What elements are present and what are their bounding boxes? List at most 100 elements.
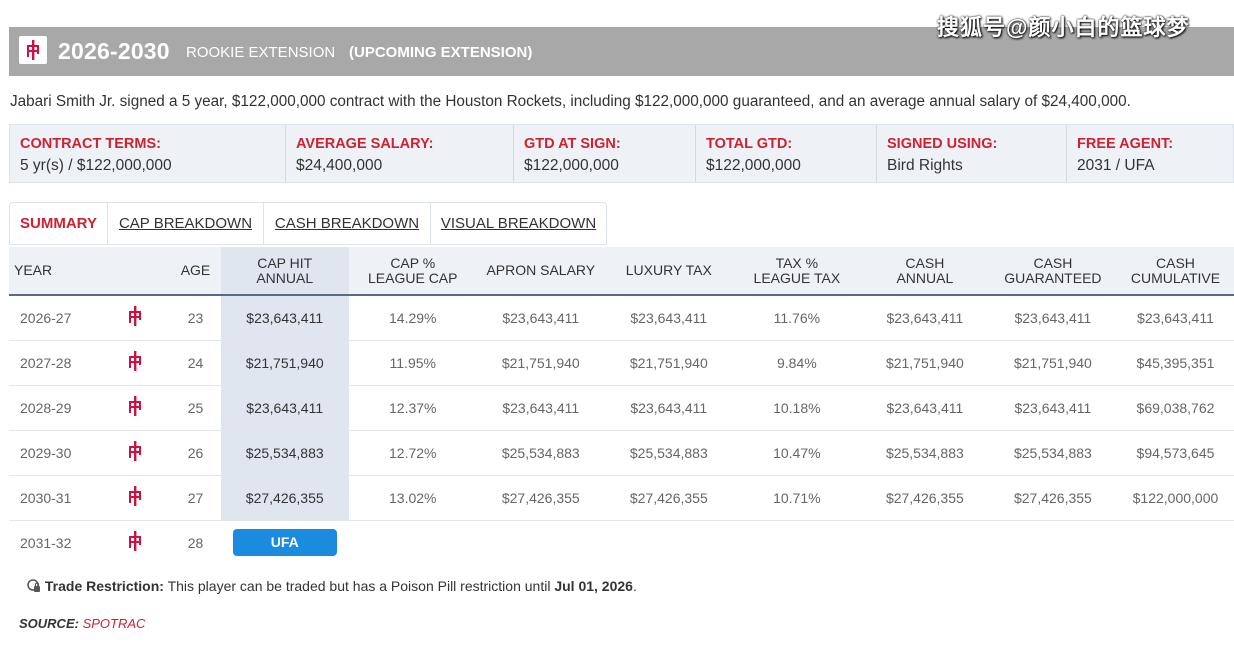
cell-empty (349, 520, 1234, 565)
term-free-agent: FREE AGENT: 2031 / UFA (1067, 125, 1233, 182)
source-label: SOURCE: (19, 616, 79, 631)
tab-cash-breakdown[interactable]: CASH BREAKDOWN (263, 202, 430, 245)
table-row: 2029-30 26 $25,534,883 12.72% $25,534,883 $25… (9, 430, 1234, 475)
cell-age: 24 (187, 354, 204, 371)
cell-cap-hit: $27,426,355 (220, 475, 349, 520)
table-header-row: YEAR AGE CAP HIT ANNUAL CAP % LEAGUE CAP A… (9, 247, 1234, 295)
cell-tax-pct: 9.84% (776, 354, 817, 371)
col-team (100, 247, 171, 295)
col-age: AGE (180, 262, 211, 278)
cell-lux: $23,643,411 (630, 309, 708, 326)
cell-year: 2028-29 (20, 399, 72, 416)
term-label: CONTRACT TERMS: (20, 136, 161, 152)
contract-years: 2026-2030 (58, 38, 170, 64)
cell-team (100, 475, 171, 520)
cell-cash-annual: $27,426,355 (885, 489, 964, 506)
cell-lux: $23,643,411 (630, 399, 708, 416)
col-cash-cumulative: CASH CUMULATIVE (1117, 247, 1234, 295)
cell-lux: $21,751,940 (629, 354, 708, 371)
col-label-line: LEAGUE TAX (753, 269, 841, 286)
tab-cap-breakdown[interactable]: CAP BREAKDOWN (107, 202, 263, 245)
table-row: 2026-27 23 $23,643,411 14.29% $23,643,411 $23… (9, 295, 1234, 340)
col-label-line: CASH (1033, 254, 1073, 271)
free-agent-row: 2031-32 28 UFA (9, 520, 1234, 565)
term-value: 5 yr(s) / $122,000,000 (20, 157, 172, 174)
term-label: GTD AT SIGN: (524, 136, 621, 152)
term-gtd-sign: GTD AT SIGN: $122,000,000 (514, 125, 696, 182)
breakdown-tabs: SUMMARY CAP BREAKDOWN CASH BREAKDOWN VIS… (9, 202, 607, 245)
cell-cap-pct: 12.37% (389, 399, 437, 416)
cell-cash-cum: $23,643,411 (1137, 309, 1214, 326)
restriction-end: . (632, 578, 637, 594)
rockets-logo-icon (19, 36, 47, 64)
cell-cash-gtd: $27,426,355 (1013, 489, 1092, 506)
cell-cap-pct: 14.29% (389, 309, 437, 326)
term-contract: CONTRACT TERMS: 5 yr(s) / $122,000,000 (10, 125, 286, 182)
col-cash-guaranteed: CASH GUARANTEED (989, 247, 1117, 295)
lock-icon (27, 579, 41, 596)
cell-tax-pct: 10.18% (773, 399, 821, 416)
source-link[interactable]: SPOTRAC (82, 616, 146, 631)
term-average: AVERAGE SALARY: $24,400,000 (286, 125, 514, 182)
ufa-badge[interactable]: UFA (232, 529, 337, 557)
cell-cap-hit: $23,643,411 (220, 295, 349, 340)
cell-cash-gtd: $25,534,883 (1013, 444, 1092, 461)
restriction-date: Jul 01, 2026 (554, 578, 633, 594)
term-label: AVERAGE SALARY: (296, 136, 434, 152)
col-cap-hit: CAP HIT ANNUAL (220, 247, 349, 295)
cell-age: 27 (187, 489, 204, 506)
cell-cash-gtd: $23,643,411 (1014, 399, 1092, 416)
cell-lux: $25,534,883 (629, 444, 708, 461)
cell-team (100, 295, 171, 340)
cell-year: 2029-30 (20, 444, 72, 461)
cell-apron: $23,643,411 (502, 309, 580, 326)
rockets-logo-icon (127, 396, 143, 419)
col-label-line: CASH (905, 254, 945, 271)
term-label: SIGNED USING: (887, 136, 998, 152)
col-tax-pct: TAX % LEAGUE TAX (733, 247, 861, 295)
tab-summary[interactable]: SUMMARY (9, 202, 107, 245)
cell-cash-annual: $25,534,883 (885, 444, 964, 461)
contract-table: YEAR AGE CAP HIT ANNUAL CAP % LEAGUE CAP A… (9, 247, 1234, 565)
col-cash-annual: CASH ANNUAL (861, 247, 989, 295)
cell-cap-hit: $25,534,883 (220, 430, 349, 475)
source-credit: SOURCE: SPOTRAC (19, 616, 145, 631)
cell-cash-annual: $23,643,411 (886, 309, 964, 326)
upcoming-label: (UPCOMING EXTENSION) (349, 44, 533, 61)
cell-cash-annual: $23,643,411 (886, 399, 964, 416)
cell-year: 2026-27 (20, 309, 72, 326)
term-value: $24,400,000 (296, 157, 383, 174)
term-signed-using: SIGNED USING: Bird Rights (877, 125, 1067, 182)
term-value: $122,000,000 (706, 157, 801, 174)
col-label-line: ANNUAL (896, 269, 954, 286)
tab-visual-breakdown[interactable]: VISUAL BREAKDOWN (430, 202, 607, 245)
cell-team (100, 340, 171, 385)
col-label-line: ANNUAL (256, 269, 314, 286)
cell-cash-cum: $69,038,762 (1136, 399, 1215, 416)
cell-year: 2027-28 (20, 354, 72, 371)
col-label-line: LEAGUE CAP (368, 269, 458, 286)
cell-team (100, 520, 171, 565)
rockets-logo-icon (127, 306, 143, 329)
cell-cash-cum: $45,395,351 (1136, 354, 1215, 371)
cell-cash-annual: $21,751,940 (885, 354, 964, 371)
cell-apron: $27,426,355 (501, 489, 580, 506)
cell-age: 28 (187, 534, 204, 551)
cell-team (100, 430, 171, 475)
cell-cash-cum: $94,573,645 (1136, 444, 1215, 461)
contract-description: Jabari Smith Jr. signed a 5 year, $122,0… (10, 93, 1131, 110)
term-value: $122,000,000 (524, 157, 619, 174)
term-value: 2031 / UFA (1077, 157, 1155, 174)
rockets-logo-icon (127, 531, 143, 554)
cell-apron: $23,643,411 (502, 399, 580, 416)
contract-header: 2026-2030 ROOKIE EXTENSION (UPCOMING EXT… (9, 27, 1234, 76)
cell-cash-gtd: $23,643,411 (1014, 309, 1092, 326)
cell-cap-pct: 11.95% (389, 354, 436, 371)
cell-age: 23 (187, 309, 204, 326)
table-row: 2028-29 25 $23,643,411 12.37% $23,643,411 $23… (9, 385, 1234, 430)
cell-tax-pct: 11.76% (773, 309, 821, 326)
contract-terms: CONTRACT TERMS: 5 yr(s) / $122,000,000 A… (9, 124, 1234, 183)
rockets-logo-icon (127, 441, 143, 464)
cell-tax-pct: 10.71% (773, 489, 821, 506)
term-value: Bird Rights (887, 157, 963, 174)
